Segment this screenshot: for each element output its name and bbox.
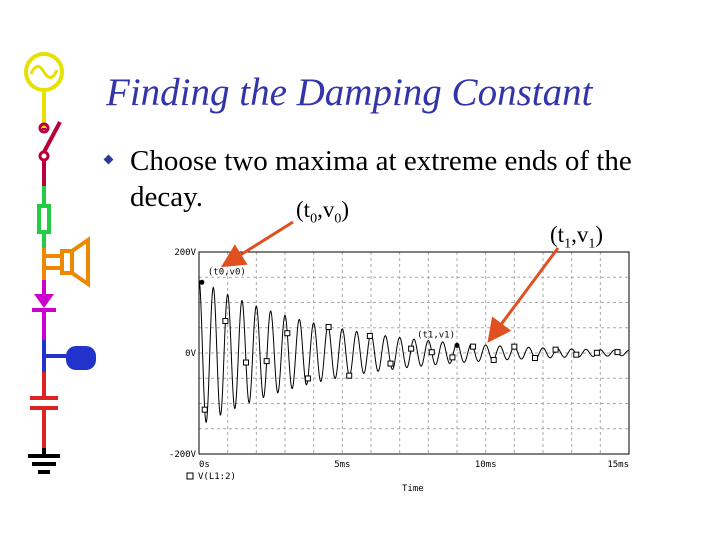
plot-frame [198, 251, 630, 455]
trace-marker [387, 360, 394, 367]
y-tick-label: 200V [174, 248, 196, 258]
x-tick-label: 15ms [607, 460, 629, 470]
trace-marker [346, 372, 353, 379]
ground-icon [28, 448, 60, 474]
y-tick-label: -200V [169, 450, 197, 460]
bullet-text: Choose two maxima at extreme ends of the… [130, 145, 632, 213]
resistor-icon [37, 186, 51, 248]
cursor-annotations: (t0,v0) (t1,v1) [199, 267, 460, 348]
cursor-point-0 [199, 279, 205, 285]
x-axis-label: Time [402, 484, 424, 494]
speaker-icon [42, 236, 90, 288]
trace-marker [449, 354, 456, 361]
y-tick-labels: 200V 0V -200V [169, 248, 197, 460]
trace-marker [593, 349, 600, 356]
capacitor-icon [30, 372, 58, 448]
trace-marker [428, 349, 435, 356]
trace-marker [573, 351, 580, 358]
cursor-point-1 [454, 342, 460, 348]
slide-title: Finding the Damping Constant [106, 71, 593, 114]
x-tick-label: 0s [199, 460, 210, 470]
trace-marker [366, 332, 373, 339]
x-tick-labels: 0s 5ms 10ms 15ms [199, 460, 629, 470]
trace-marker [531, 355, 538, 362]
trace-marker [552, 346, 559, 353]
trace-marker [490, 356, 497, 363]
trace-marker [304, 375, 311, 382]
trace-marker [325, 324, 332, 331]
y-tick-label: 0V [185, 349, 196, 359]
cursor-label-0: (t0,v0) [208, 267, 246, 277]
trace-marker [614, 349, 621, 356]
trace-markers [201, 318, 621, 413]
battery-icon [42, 340, 96, 372]
switch-icon [38, 121, 62, 186]
plot-grid [199, 252, 629, 454]
x-tick-label: 10ms [475, 460, 497, 470]
trace-marker [284, 330, 291, 337]
trace-marker [470, 343, 477, 350]
waveform-plot: 200V 0V -200V 0s 5ms 10ms 15ms (t0,v0) (t1,v1)… [169, 248, 630, 494]
bullet-icon [103, 154, 114, 165]
legend-marker-icon [186, 472, 194, 480]
trace-marker [222, 318, 229, 325]
x-tick-label: 5ms [334, 460, 350, 470]
trace-marker [243, 359, 250, 366]
point-label-t0: (t0,v0) [296, 197, 349, 227]
trace-marker [201, 406, 208, 413]
circuit-strip [24, 52, 96, 474]
trace-marker [511, 343, 518, 350]
ac-source-icon [24, 52, 64, 128]
trace-marker [263, 358, 270, 365]
cursor-label-1: (t1,v1) [417, 330, 455, 340]
point-label-t1: (t1,v1) [550, 222, 603, 252]
legend-label: V(L1:2) [198, 472, 236, 482]
trace-marker [408, 345, 415, 352]
diode-icon [32, 280, 56, 340]
